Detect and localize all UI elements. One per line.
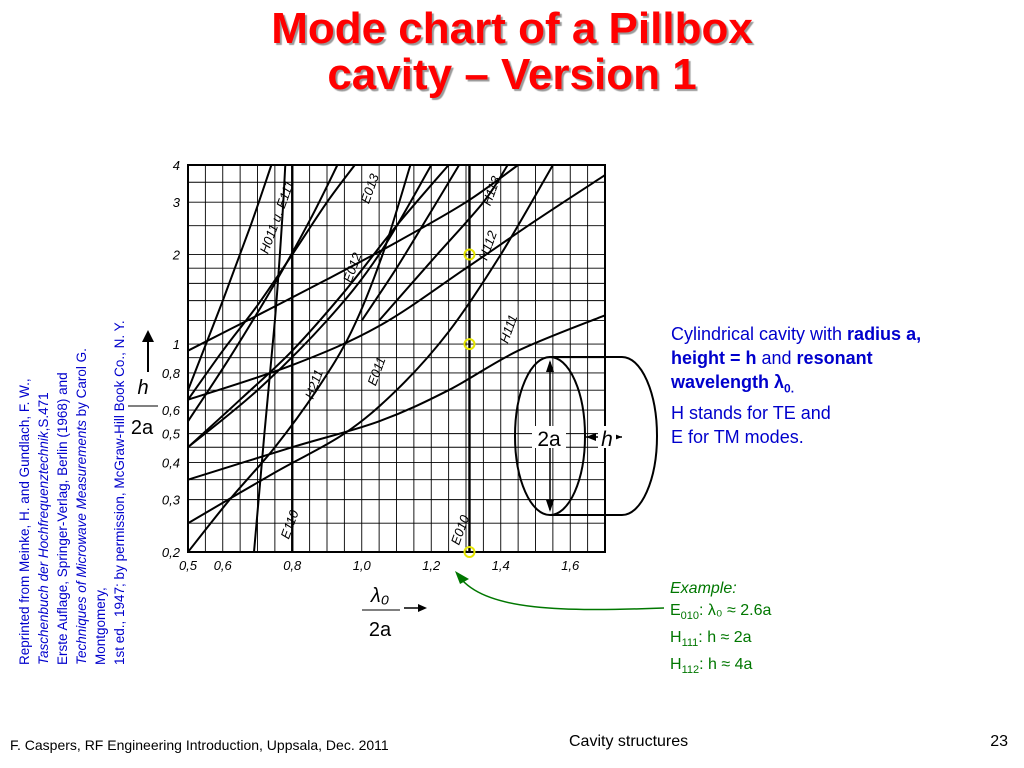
example-mode: H [670, 629, 682, 647]
y-tick-label: 0,5 [162, 427, 181, 442]
example-pointer-arrowhead [455, 571, 469, 584]
curve-unlabeled [187, 164, 273, 391]
height-arrow-left [586, 433, 596, 441]
x-tick-label: 1,6 [561, 558, 580, 573]
desc-line-3: H stands for TE and [671, 402, 831, 423]
y-tick-label: 3 [173, 195, 181, 210]
curve-unlabeled [187, 164, 339, 422]
example-value: : λ₀ ≈ 2.6a [699, 602, 772, 619]
x-axis-label: λ₀ 2a [362, 585, 427, 641]
curve-unlabeled [360, 164, 460, 322]
example-row: H111: h ≈ 2a [670, 627, 771, 654]
diameter-arrow-bottom [546, 500, 554, 512]
title-line-2: cavity – Version 1 [327, 50, 697, 99]
curve-h112 [187, 174, 606, 401]
desc-line-4: E for TM modes. [671, 426, 804, 447]
x-axis-arrow-head [418, 604, 427, 612]
page-number: 23 [990, 733, 1008, 750]
example-box: Example: E010: λ₀ ≈ 2.6a H111: h ≈ 2a H112… [670, 578, 771, 682]
example-mode: E [670, 602, 681, 619]
curve-label: E110 [277, 507, 301, 540]
y-axis-label: h 2a [128, 330, 158, 439]
desc-radius: radius a, [847, 324, 922, 344]
cylinder-diameter-label: 2a [537, 428, 561, 451]
resonance-marker [463, 248, 476, 261]
example-mode-index: 111 [681, 637, 699, 650]
example-row: E010: λ₀ ≈ 2.6a [670, 600, 771, 627]
cavity-description: Cylindrical cavity with radius a, height… [671, 322, 1011, 449]
x-tick-label: 0,5 [179, 558, 198, 573]
curve-label: E013 [357, 171, 382, 205]
desc-height: height = h [671, 348, 757, 368]
curve-unlabeled [187, 164, 433, 448]
y-tick-label: 0,3 [162, 493, 181, 508]
curve-label: H111 [496, 313, 520, 346]
x-label-numerator: λ₀ [370, 585, 389, 607]
title-line-1: Mode chart of a Pillbox [271, 4, 753, 53]
x-label-denominator: 2a [369, 619, 392, 641]
example-label: Example: [670, 580, 737, 597]
curve-label: H211 [302, 367, 326, 400]
y-label-numerator: h [137, 377, 148, 399]
slide-title: Mode chart of a Pillbox cavity – Version… [0, 6, 1024, 98]
y-tick-label: 0,2 [162, 545, 181, 560]
x-tick-label: 0,8 [283, 558, 302, 573]
desc-text-2: and [756, 348, 797, 368]
x-tick-label: 0,6 [214, 558, 233, 573]
diameter-label-bg [532, 426, 566, 448]
example-mode: H [670, 656, 682, 674]
desc-lambda-subscript: 0. [784, 381, 795, 396]
desc-wavelength: wavelength λ0. [671, 372, 794, 396]
footer-topic: Cavity structures [569, 733, 689, 750]
example-value: : h ≈ 4a [699, 656, 753, 674]
chart-curves [187, 164, 606, 553]
y-tick-label: 0,6 [162, 403, 181, 418]
y-tick-label: 4 [173, 158, 180, 173]
curve-label: H112 [476, 228, 501, 262]
y-tick-label: 0,8 [162, 366, 181, 381]
curve-e011 [187, 164, 554, 525]
resonance-marker [463, 546, 476, 558]
example-row: H112: h ≈ 4a [670, 654, 771, 681]
x-tick-label: 1,4 [492, 558, 510, 573]
curve-label: E011 [364, 355, 388, 388]
example-mode-index: 010 [680, 610, 700, 623]
y-tick-label: 1 [173, 337, 180, 352]
cylinder-body [550, 356, 658, 516]
curve-h111 [187, 314, 606, 481]
x-tick-label: 1,0 [353, 558, 372, 573]
y-label-denominator: 2a [131, 417, 154, 439]
chart-markers [463, 248, 476, 558]
x-tick-label: 1,2 [422, 558, 441, 573]
curve-unlabeled [378, 164, 509, 322]
resonance-marker [463, 338, 476, 351]
diameter-arrow-top [546, 360, 554, 372]
example-rows: E010: λ₀ ≈ 2.6a H111: h ≈ 2a H112: h ≈ 4a [670, 600, 771, 682]
curve-h113 [187, 164, 519, 352]
desc-text-1: Cylindrical cavity with [671, 324, 848, 344]
curve-e013 [187, 164, 356, 401]
desc-resonant: resonant [796, 348, 873, 368]
example-mode-index: 112 [681, 664, 700, 677]
footer-author: F. Caspers, RF Engineering Introduction,… [10, 737, 389, 753]
y-tick-label: 2 [172, 248, 181, 263]
cylinder-height-label: h [601, 428, 613, 451]
example-value: : h ≈ 2a [698, 629, 752, 647]
chart-tick-labels: 0,5 0,6 0,8 1,0 1,2 1,4 1,6 0,2 0,3 0,4 0,5 0,6 0,8 1… [162, 158, 580, 573]
example-pointer-arrow [461, 579, 665, 611]
y-axis-arrow-head [142, 330, 154, 342]
y-tick-label: 0,4 [162, 455, 180, 470]
height-label-bg [598, 426, 616, 448]
desc-wavelength-word: wavelength λ [671, 372, 785, 392]
